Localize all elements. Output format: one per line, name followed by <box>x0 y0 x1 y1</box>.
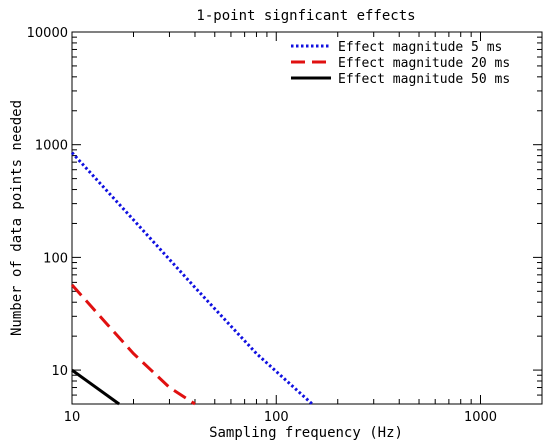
series-line <box>70 151 314 406</box>
series-line <box>70 283 196 406</box>
y-axis-label: Number of data points needed <box>9 100 25 336</box>
legend-label: Effect magnitude 50 ms <box>338 72 510 87</box>
x-axis: 10 100 1000 <box>64 32 543 425</box>
legend-label: Effect magnitude 20 ms <box>338 56 510 71</box>
y-tick-label: 100 <box>43 251 68 266</box>
x-tick-label: 10 <box>64 410 81 425</box>
series-layer <box>70 151 314 406</box>
y-tick-label: 10000 <box>27 26 68 41</box>
x-axis-label: Sampling frequency (Hz) <box>209 425 403 441</box>
y-axis: 10 100 1000 10000 <box>27 26 542 405</box>
series-line <box>71 368 120 406</box>
legend-label: Effect magnitude 5 ms <box>338 40 502 55</box>
x-tick-label: 1000 <box>464 410 497 425</box>
x-tick-label: 100 <box>264 410 289 425</box>
y-tick-label: 10 <box>51 364 68 379</box>
y-tick-label: 1000 <box>35 139 68 154</box>
plot-frame <box>71 31 543 405</box>
chart-title: 1-point signficant effects <box>196 8 415 24</box>
